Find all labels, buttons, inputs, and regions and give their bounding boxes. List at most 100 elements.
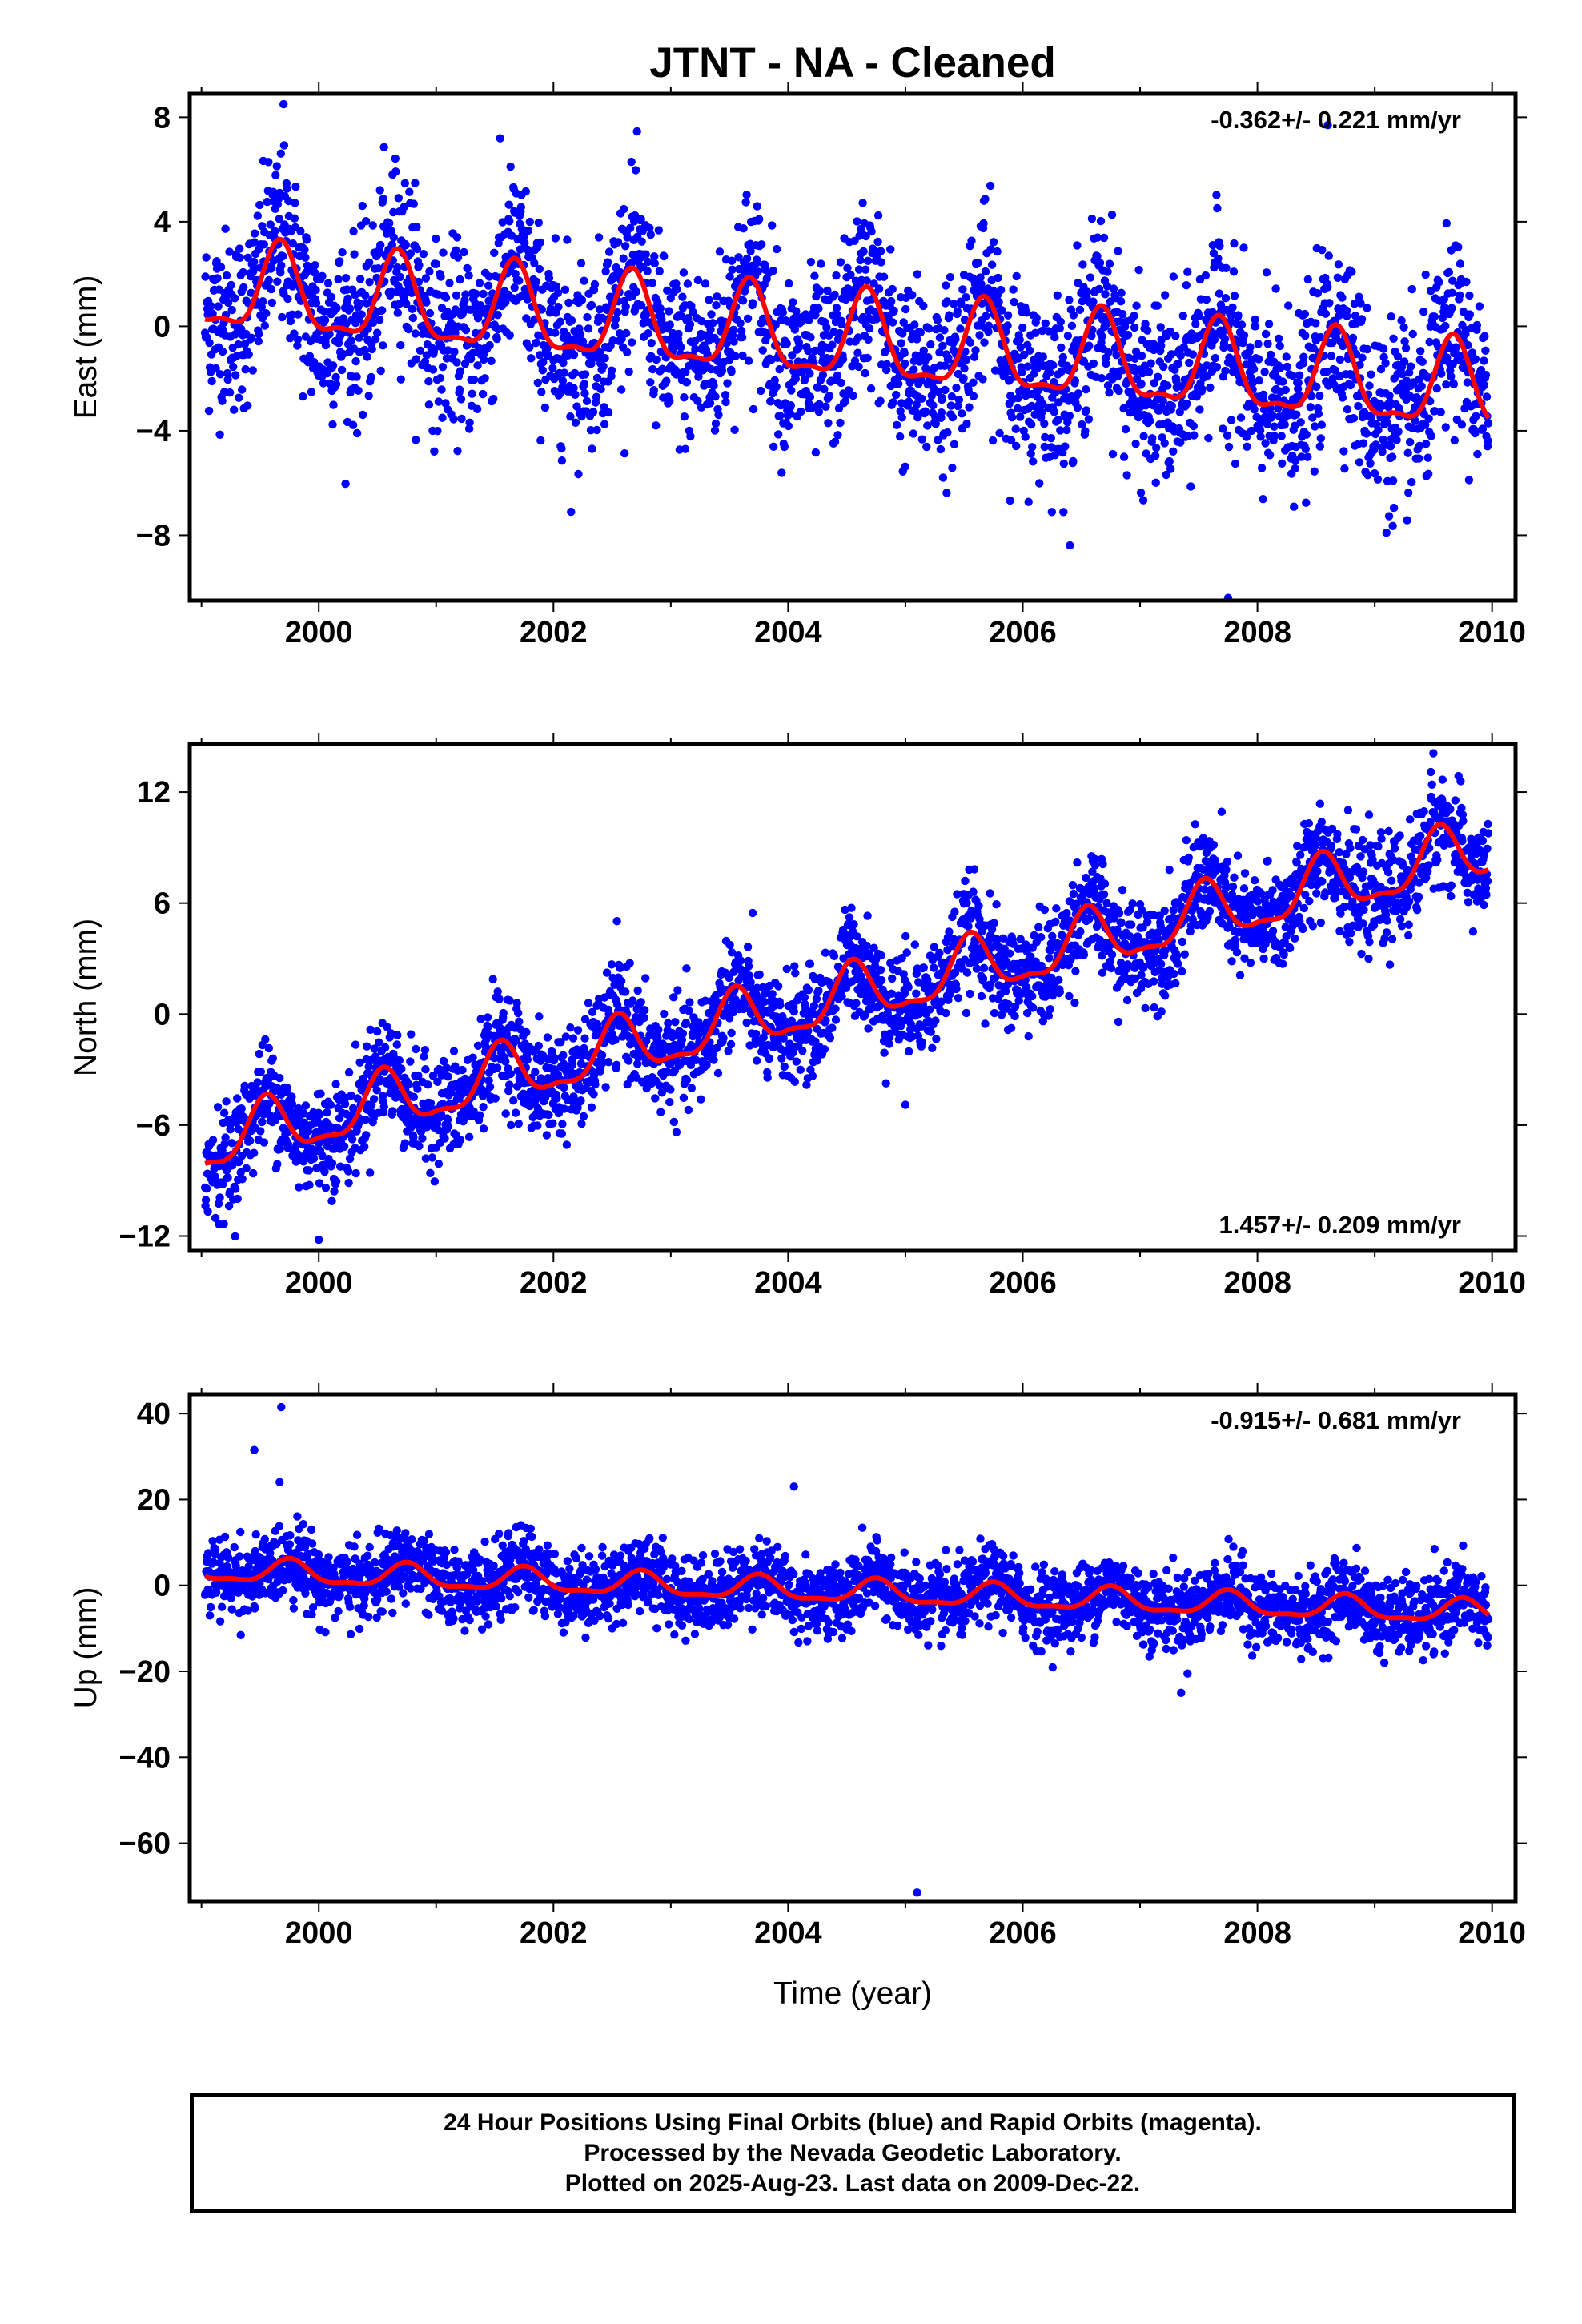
- data-point: [863, 911, 872, 920]
- data-point: [1101, 290, 1110, 299]
- data-point: [1074, 389, 1083, 398]
- data-point: [341, 479, 350, 489]
- data-point: [1291, 421, 1299, 430]
- data-point: [1436, 408, 1446, 416]
- data-point: [742, 191, 751, 199]
- data-point: [316, 1089, 325, 1098]
- data-point: [814, 408, 824, 416]
- data-point: [485, 1082, 495, 1092]
- data-point: [621, 987, 630, 996]
- data-point: [389, 207, 398, 217]
- data-point: [1024, 497, 1033, 506]
- data-point: [806, 1065, 815, 1074]
- data-point: [1404, 489, 1413, 497]
- data-point: [976, 273, 985, 282]
- data-point: [520, 232, 528, 241]
- data-point: [605, 292, 615, 301]
- data-point: [1275, 341, 1284, 351]
- data-point: [632, 166, 640, 175]
- data-point: [400, 203, 408, 211]
- data-point: [986, 245, 995, 254]
- data-point: [252, 1084, 261, 1093]
- data-point: [641, 250, 650, 259]
- data-point: [882, 360, 891, 368]
- data-point: [296, 227, 305, 235]
- data-point: [1070, 376, 1080, 385]
- data-point: [862, 941, 871, 951]
- data-point-outlier: [1382, 529, 1391, 537]
- data-point: [577, 1120, 586, 1128]
- data-point: [352, 372, 361, 381]
- data-point: [1480, 380, 1489, 390]
- data-point: [1350, 300, 1359, 308]
- data-point: [495, 995, 504, 1003]
- data-point: [607, 960, 616, 969]
- data-point: [223, 298, 233, 308]
- data-point: [652, 355, 661, 364]
- data-point: [379, 143, 388, 151]
- data-point: [277, 261, 286, 270]
- data-point: [1130, 312, 1138, 320]
- data-point: [412, 223, 421, 231]
- data-point: [300, 245, 309, 255]
- data-point: [582, 396, 592, 405]
- data-point: [522, 314, 531, 323]
- data-point: [621, 302, 630, 312]
- data-point: [818, 371, 828, 380]
- data-point: [1357, 315, 1367, 324]
- data-point: [208, 1136, 218, 1144]
- data-point: [1465, 310, 1475, 319]
- data-point: [1301, 331, 1310, 340]
- data-point: [287, 1092, 296, 1101]
- data-point: [982, 312, 990, 320]
- data-point: [366, 1025, 375, 1035]
- data-point: [1219, 424, 1227, 433]
- data-point: [574, 469, 583, 479]
- data-point: [811, 448, 821, 457]
- data-point: [465, 418, 474, 427]
- data-point: [522, 1027, 531, 1037]
- data-point: [1260, 368, 1269, 376]
- data-point: [1010, 297, 1018, 307]
- data-point: [536, 238, 544, 247]
- data-point: [730, 425, 739, 434]
- data-point: [707, 310, 716, 319]
- data-point: [347, 1091, 355, 1100]
- data-point: [725, 356, 734, 364]
- data-point: [1447, 372, 1456, 381]
- data-point: [804, 346, 813, 356]
- data-point: [1315, 392, 1324, 400]
- data-point: [1054, 416, 1063, 424]
- data-point: [267, 298, 276, 308]
- data-point: [684, 1105, 693, 1115]
- data-point: [234, 340, 243, 349]
- data-point: [287, 310, 297, 319]
- data-point: [478, 389, 488, 399]
- data-point: [1290, 502, 1299, 511]
- data-point: [256, 1127, 265, 1136]
- data-point: [554, 303, 563, 312]
- data-point: [942, 297, 952, 306]
- data-point: [331, 380, 341, 388]
- y-tick-label: 0: [154, 310, 171, 344]
- data-point: [479, 289, 488, 299]
- data-point: [739, 1004, 748, 1014]
- data-point: [1003, 321, 1012, 330]
- data-point: [259, 240, 268, 249]
- data-point: [758, 346, 767, 355]
- data-point: [625, 959, 634, 967]
- data-point: [660, 251, 669, 261]
- data-point: [493, 987, 502, 996]
- data-point: [211, 1172, 219, 1181]
- data-point: [1462, 277, 1471, 287]
- data-point: [1265, 451, 1275, 460]
- data-point: [1145, 368, 1154, 376]
- east-frame: [187, 91, 1518, 603]
- data-point: [924, 353, 933, 362]
- data-point: [202, 1184, 211, 1193]
- data-point: [580, 1034, 589, 1043]
- data-point: [532, 277, 540, 286]
- data-point: [272, 162, 281, 171]
- data-point: [1047, 508, 1057, 517]
- data-point: [888, 284, 897, 294]
